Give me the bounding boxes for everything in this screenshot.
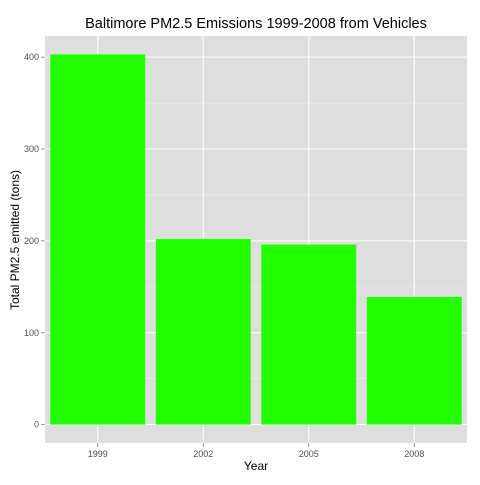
- x-axis-title: Year: [244, 459, 268, 473]
- x-tick-label: 2008: [404, 449, 424, 459]
- bars: [50, 54, 462, 425]
- y-tick-label: 0: [34, 420, 39, 430]
- bar-2002: [155, 239, 251, 425]
- bar-2008: [366, 296, 462, 425]
- x-axis-ticks: 1999 2002 2005 2008: [88, 443, 424, 459]
- y-axis-title: Total PM2.5 emitted (tons): [8, 170, 22, 310]
- x-tick-label: 2005: [299, 449, 319, 459]
- y-axis-ticks: 0 100 200 300 400: [24, 52, 45, 430]
- x-tick-label: 1999: [88, 449, 108, 459]
- chart-title: Baltimore PM2.5 Emissions 1999-2008 from…: [85, 16, 427, 32]
- y-tick-label: 200: [24, 236, 39, 246]
- bar-1999: [50, 54, 146, 425]
- x-tick-label: 2002: [193, 449, 213, 459]
- bar-2005: [261, 244, 357, 425]
- y-tick-label: 300: [24, 144, 39, 154]
- y-tick-label: 100: [24, 328, 39, 338]
- y-tick-label: 400: [24, 52, 39, 62]
